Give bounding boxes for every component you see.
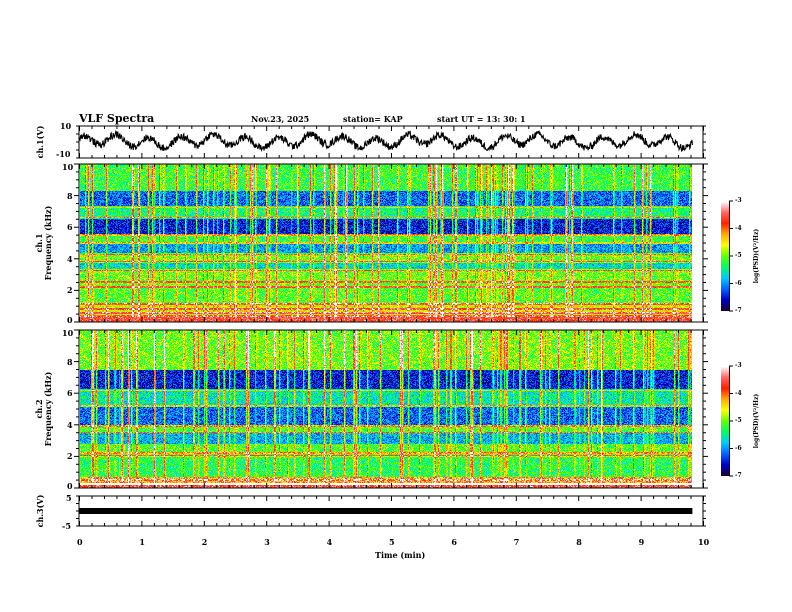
time-tick-label: 2	[201, 537, 208, 547]
frequency-tick-label: 0	[67, 315, 73, 325]
ch2-colorbar	[721, 366, 729, 476]
colorbar-tick-label: -4	[735, 389, 742, 397]
frequency-tick-label: 0	[67, 481, 73, 491]
frequency-tick-label: 8	[67, 356, 73, 367]
ch1-label-line2: Frequency (kHz)	[43, 205, 54, 281]
figure-title: VLF Spectra	[79, 112, 155, 125]
colorbar-tick-label: -3	[735, 197, 742, 204]
ch2-label-line2: Frequency (kHz)	[43, 371, 54, 447]
frequency-tick-label: 6	[67, 388, 73, 399]
ch1-ytick-top: 10	[60, 121, 72, 131]
time-tick-label: 1	[139, 537, 145, 547]
frequency-tick-label: 10	[62, 162, 74, 172]
ch1-frequency-axis-label: ch.1 Frequency (kHz)	[34, 195, 55, 291]
ch1-colorbar	[721, 201, 729, 311]
time-axis-label: Time (min)	[375, 550, 426, 560]
time-tick-label: 6	[451, 537, 457, 547]
start-ut-label: start UT = 13: 30: 1	[437, 114, 526, 124]
ch2-frequency-axis-label: ch.2 Frequency (kHz)	[34, 361, 55, 457]
colorbar-tick-label: -5	[735, 252, 742, 259]
frequency-tick-label: 2	[67, 451, 73, 462]
time-tick-label: 0	[77, 537, 83, 547]
colorbar-tick-label: -3	[735, 362, 742, 369]
colorbar-tick-label: -6	[735, 444, 742, 452]
colorbar-tick-label: -4	[735, 224, 742, 232]
colorbar-tick-label: -7	[735, 307, 742, 314]
station-label: station= KAP	[343, 114, 403, 124]
frequency-tick-label: 2	[67, 285, 73, 296]
date-label: Nov.23, 2025	[251, 114, 310, 124]
colorbar-tick-label: -7	[735, 472, 742, 479]
time-tick-label: 5	[389, 537, 395, 547]
ch2-spectrogram-heatmap	[80, 330, 693, 488]
ch2-colorbar-label: log(PSD)(V²/Hz)	[753, 393, 760, 449]
ch1-spectrogram-frame	[78, 163, 704, 323]
frequency-tick-label: 6	[67, 222, 73, 233]
ch1-waveform-line	[78, 129, 693, 153]
ch1-voltage-axis-label: ch.1(V)	[35, 125, 45, 159]
time-tick-label: 3	[264, 537, 270, 547]
frequency-tick-label: 8	[67, 190, 73, 201]
time-tick-label: 9	[638, 537, 645, 547]
ch3-ytick-top: 5	[66, 493, 72, 503]
time-tick-label: 8	[576, 537, 582, 547]
ch3-waveform-line	[79, 508, 693, 514]
ch1-colorbar-label: log(PSD)(V²/Hz)	[753, 228, 760, 284]
frequency-tick-label: 10	[62, 328, 74, 338]
frequency-tick-label: 4	[67, 419, 73, 430]
ch1-spectrogram-heatmap	[80, 164, 693, 322]
time-tick-label: 4	[326, 537, 333, 547]
colorbar-tick-label: -5	[735, 417, 742, 424]
ch2-spectrogram-frame	[78, 329, 704, 489]
time-tick-label: 10	[698, 537, 710, 547]
time-tick-label: 7	[513, 537, 520, 547]
frequency-tick-label: 4	[67, 253, 73, 264]
colorbar-tick-label: -6	[735, 279, 742, 287]
ch3-voltage-axis-label: ch.3(V)	[35, 494, 45, 528]
ch3-ytick-bottom: -5	[62, 521, 71, 531]
ch1-ytick-bottom: -10	[56, 149, 71, 159]
